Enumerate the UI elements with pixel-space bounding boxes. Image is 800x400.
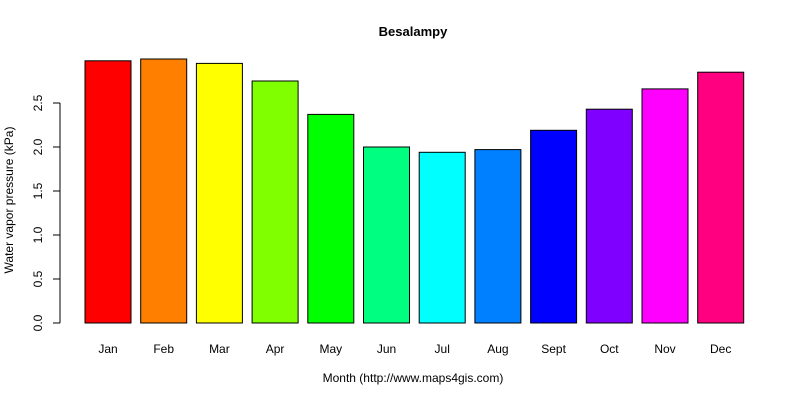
bar-jan bbox=[84, 60, 132, 324]
x-tick-label-oct: Oct bbox=[600, 342, 619, 356]
bar-jul bbox=[418, 151, 466, 324]
x-tick-label-dec: Dec bbox=[710, 342, 731, 356]
bar-nov bbox=[641, 88, 689, 324]
bar-aug bbox=[474, 149, 522, 324]
bar-mar bbox=[195, 62, 243, 324]
bar-sept bbox=[530, 129, 578, 324]
bar-jun bbox=[363, 146, 410, 324]
chart-title: Besalampy bbox=[379, 24, 448, 39]
y-tick-label-0.5: 0.5 bbox=[31, 270, 45, 287]
x-tick-label-feb: Feb bbox=[153, 342, 174, 356]
y-tick-label-2.5: 2.5 bbox=[31, 94, 45, 111]
bar-feb bbox=[140, 58, 188, 324]
x-tick-label-aug: Aug bbox=[487, 342, 508, 356]
y-tick-label-2.0: 2.0 bbox=[31, 138, 45, 155]
x-tick-label-sept: Sept bbox=[541, 342, 566, 356]
x-tick-label-mar: Mar bbox=[209, 342, 230, 356]
x-tick-label-jan: Jan bbox=[98, 342, 117, 356]
y-tick-label-1.5: 1.5 bbox=[31, 182, 45, 199]
y-axis-title: Water vapor pressure (kPa) bbox=[2, 127, 16, 274]
x-tick-label-apr: Apr bbox=[266, 342, 285, 356]
x-axis-labels: Jan Feb Mar Apr May Jun Jul Aug Sept Oct Nov Dec bbox=[98, 342, 731, 356]
bar-may bbox=[307, 113, 355, 324]
x-axis-title: Month (http://www.maps4gis.com) bbox=[323, 371, 504, 385]
y-tick-label-1.0: 1.0 bbox=[31, 226, 45, 243]
x-tick-label-jul: Jul bbox=[435, 342, 450, 356]
y-axis: 0.0 0.5 1.0 1.5 2.0 2.5 bbox=[31, 94, 61, 331]
x-tick-label-jun: Jun bbox=[377, 342, 396, 356]
x-tick-label-nov: Nov bbox=[654, 342, 675, 356]
bar-oct bbox=[585, 108, 633, 324]
x-tick-label-may: May bbox=[319, 342, 342, 356]
bars-group bbox=[84, 58, 745, 324]
bar-dec bbox=[697, 71, 745, 324]
bar-apr bbox=[251, 80, 299, 324]
y-tick-label-0.0: 0.0 bbox=[31, 314, 45, 331]
